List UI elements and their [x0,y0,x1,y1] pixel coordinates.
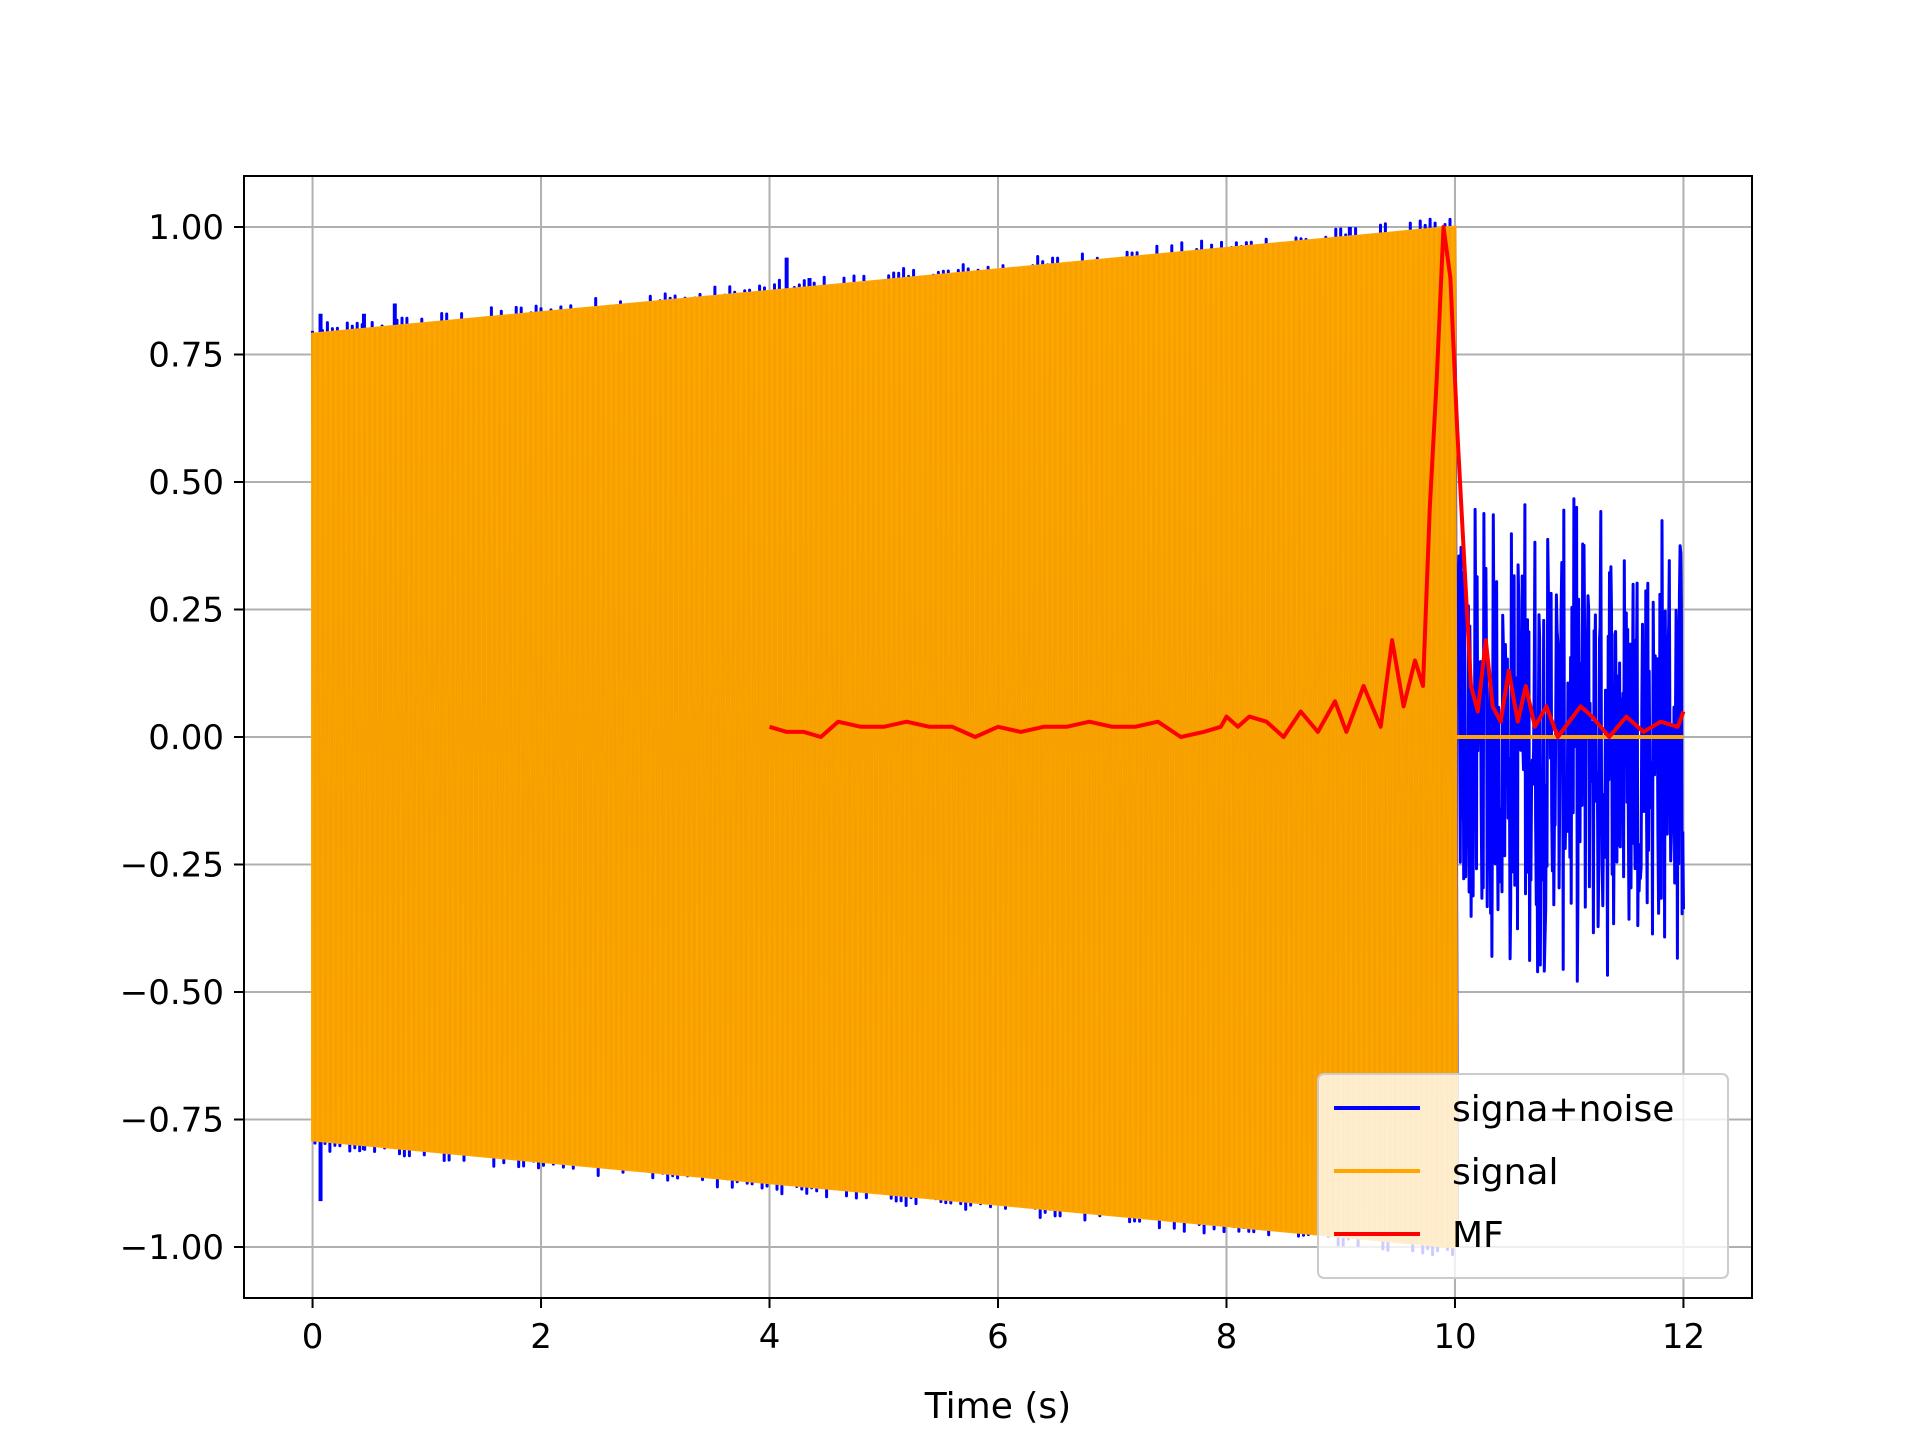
y-tick-label: 1.00 [148,208,224,248]
legend-label-mf: MF [1452,1215,1504,1256]
y-tick-label: −0.75 [120,1101,224,1141]
legend: signa+noise signal MF [1317,1073,1729,1279]
x-axis: 0 2 4 6 8 10 12 [302,1298,1705,1357]
plot-area [311,217,1686,1257]
y-tick-label: 0.25 [148,591,224,631]
x-tick-label: 10 [1433,1317,1476,1357]
x-tick-label: 2 [530,1317,552,1357]
y-tick-label: 0.00 [148,718,224,758]
y-tick-label: −1.00 [120,1228,224,1268]
legend-label-signal-noise: signa+noise [1452,1089,1674,1130]
series-signal-line [311,226,1459,1248]
x-tick-label: 0 [302,1317,324,1357]
y-tick-label: 0.50 [148,463,224,503]
legend-label-signal: signal [1452,1152,1559,1193]
y-tick-label: −0.25 [120,846,224,886]
y-axis: 1.00 0.75 0.50 0.25 0.00 −0.25 −0.50 −0.75 −1.00 [120,208,244,1268]
series-mf-line [768,225,1686,739]
y-tick-label: 0.75 [148,336,224,376]
x-tick-label: 6 [987,1317,1009,1357]
x-tick-label: 4 [759,1317,781,1357]
y-tick-label: −0.50 [120,973,224,1013]
legend-box [1317,1073,1729,1279]
x-axis-title: Time (s) [924,1386,1071,1427]
x-tick-label: 8 [1216,1317,1238,1357]
x-tick-label: 12 [1662,1317,1705,1357]
